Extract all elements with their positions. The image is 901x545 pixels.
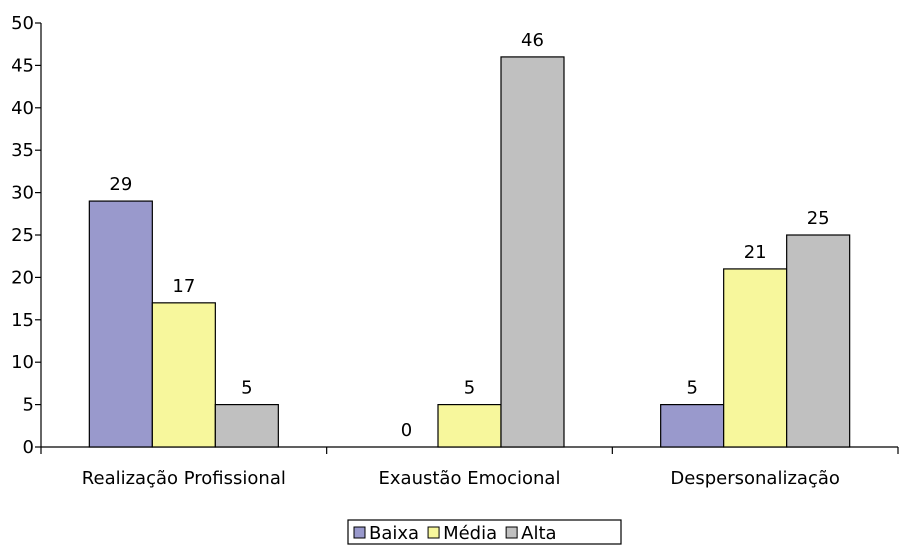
- data-label: 5: [464, 378, 475, 399]
- bar: [786, 234, 851, 448]
- legend: Baixa Média Alta: [347, 519, 622, 545]
- data-label: 46: [521, 30, 544, 51]
- bar: [437, 404, 502, 448]
- y-tick-label: 45: [11, 55, 34, 76]
- x-axis: Realização Profissional Exaustão Emociona…: [40, 446, 899, 489]
- legend-swatch: [505, 526, 518, 539]
- legend-swatch: [353, 526, 366, 539]
- bars: [88, 56, 851, 448]
- y-tick-label: 50: [11, 13, 34, 34]
- legend-box: [347, 519, 622, 545]
- x-category-label: Despersonalização: [670, 468, 839, 489]
- y-tick-label: 10: [11, 352, 34, 373]
- data-label: 5: [241, 378, 252, 399]
- y-tick-label: 15: [11, 310, 34, 331]
- data-label: 25: [807, 208, 830, 229]
- y-axis: 0 5 10 15 20 25 30 35 40 45 50: [11, 13, 42, 458]
- bar: [214, 404, 279, 448]
- data-label: 29: [109, 174, 132, 195]
- x-category-label: Realização Profissional: [82, 468, 286, 489]
- y-tick-label: 20: [11, 267, 34, 288]
- x-category-label: Exaustão Emocional: [379, 468, 561, 489]
- bar: [151, 302, 216, 448]
- legend-label: Alta: [521, 523, 556, 544]
- legend-label: Média: [443, 523, 497, 544]
- bar: [88, 200, 153, 448]
- bar: [500, 56, 565, 448]
- bar: [660, 404, 725, 448]
- legend-label: Baixa: [369, 523, 419, 544]
- data-label: 0: [401, 420, 412, 441]
- y-tick-label: 40: [11, 98, 34, 119]
- y-tick-label: 5: [23, 395, 34, 416]
- y-tick-label: 35: [11, 140, 34, 161]
- y-tick-label: 0: [23, 437, 34, 458]
- data-label: 21: [744, 242, 767, 263]
- y-tick-label: 30: [11, 183, 34, 204]
- data-label: 5: [686, 378, 697, 399]
- data-labels: 29 17 5 0 5 46 5 21 25: [109, 30, 829, 441]
- data-label: 17: [172, 276, 195, 297]
- y-tick-label: 25: [11, 225, 34, 246]
- bar: [723, 268, 788, 448]
- legend-swatch: [427, 526, 440, 539]
